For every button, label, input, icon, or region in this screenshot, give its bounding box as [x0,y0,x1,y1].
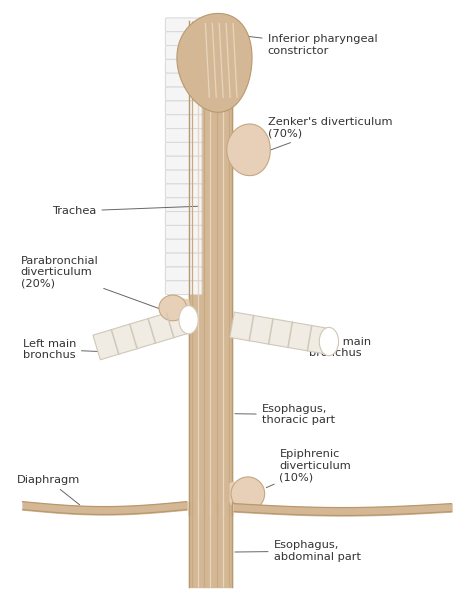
FancyBboxPatch shape [165,115,202,129]
FancyBboxPatch shape [165,226,202,239]
Text: Trachea: Trachea [52,206,199,216]
Polygon shape [230,312,331,354]
Polygon shape [93,307,192,360]
FancyBboxPatch shape [165,101,202,115]
Ellipse shape [179,306,198,334]
FancyBboxPatch shape [165,129,202,142]
FancyBboxPatch shape [165,253,202,267]
Text: Parabronchial
diverticulum
(20%): Parabronchial diverticulum (20%) [20,256,160,309]
Text: Epiphrenic
diverticulum
(10%): Epiphrenic diverticulum (10%) [266,450,351,488]
FancyBboxPatch shape [165,156,202,170]
FancyBboxPatch shape [165,267,202,281]
Ellipse shape [319,327,338,356]
Polygon shape [182,299,191,317]
FancyBboxPatch shape [165,281,202,295]
Polygon shape [230,482,234,506]
Polygon shape [189,502,232,515]
Text: Esophagus,
thoracic part: Esophagus, thoracic part [235,404,335,425]
FancyBboxPatch shape [165,212,202,226]
Text: Esophagus,
abdominal part: Esophagus, abdominal part [235,540,361,562]
Polygon shape [189,21,232,587]
Text: Inferior pharyngeal
constrictor: Inferior pharyngeal constrictor [223,33,377,56]
FancyBboxPatch shape [165,31,202,45]
Text: Left main
bronchus: Left main bronchus [23,339,118,360]
Text: Diaphragm: Diaphragm [17,475,80,505]
FancyBboxPatch shape [165,198,202,212]
FancyBboxPatch shape [165,170,202,184]
FancyBboxPatch shape [165,239,202,253]
Ellipse shape [231,477,264,511]
FancyBboxPatch shape [165,59,202,73]
Ellipse shape [159,295,187,321]
Polygon shape [230,138,234,160]
Text: Zenker's diverticulum
(70%): Zenker's diverticulum (70%) [268,117,392,151]
FancyBboxPatch shape [165,73,202,87]
Polygon shape [227,124,270,175]
FancyBboxPatch shape [165,184,202,198]
FancyBboxPatch shape [165,45,202,59]
Polygon shape [177,13,252,113]
Polygon shape [167,18,201,295]
FancyBboxPatch shape [165,18,202,31]
FancyBboxPatch shape [165,87,202,101]
Text: Right main
bronchus: Right main bronchus [309,336,371,358]
FancyBboxPatch shape [165,142,202,156]
